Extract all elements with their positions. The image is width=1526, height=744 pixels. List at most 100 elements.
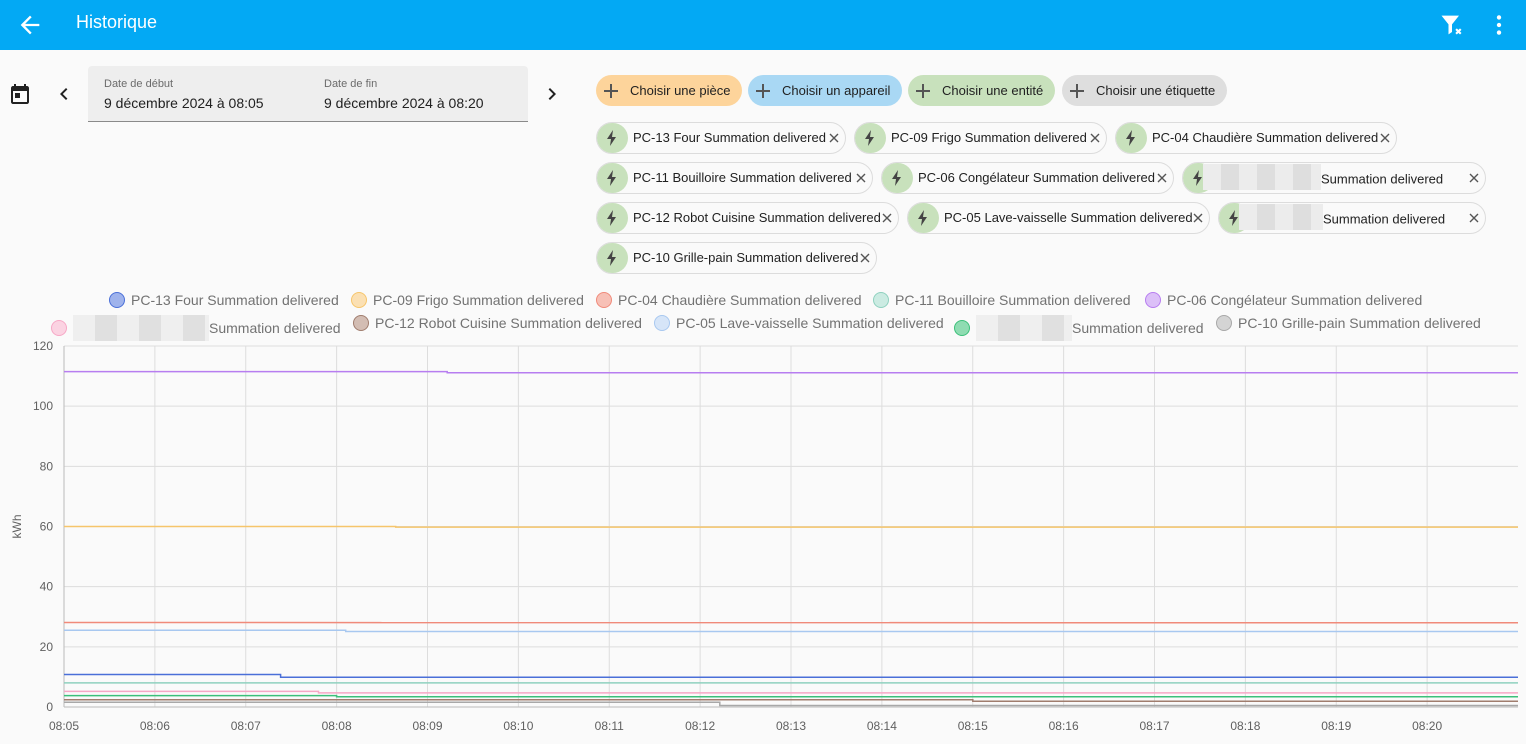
legend-label: Summation delivered bbox=[1072, 320, 1204, 336]
choose-device-button[interactable]: Choisir un appareil bbox=[748, 75, 903, 106]
y-tick-label: 80 bbox=[40, 459, 54, 473]
series-line bbox=[64, 629, 1518, 633]
legend-label: PC-06 Congélateur Summation delivered bbox=[1167, 292, 1423, 308]
redacted-name bbox=[976, 315, 1072, 341]
legend-label: PC-04 Chaudière Summation delivered bbox=[618, 292, 862, 308]
legend-item[interactable]: PC-09 Frigo Summation delivered bbox=[351, 292, 584, 308]
legend-item[interactable]: Summation delivered bbox=[954, 315, 1204, 341]
arrow-left-icon[interactable] bbox=[16, 11, 44, 39]
y-tick-label: 120 bbox=[33, 339, 53, 353]
y-tick-label: 100 bbox=[33, 399, 53, 413]
entity-chip[interactable]: PC-12 Robot Cuisine Summation delivered bbox=[596, 202, 899, 234]
y-axis-label: kWh bbox=[10, 515, 24, 539]
legend-item[interactable]: PC-11 Bouilloire Summation delivered bbox=[873, 292, 1131, 308]
legend-item[interactable]: PC-06 Congélateur Summation delivered bbox=[1145, 292, 1422, 308]
entity-chip[interactable]: PC-05 Lave-vaisselle Summation delivered bbox=[907, 202, 1210, 234]
plus-icon bbox=[756, 83, 770, 98]
entity-chip[interactable]: PC-10 Grille-pain Summation delivered bbox=[596, 242, 877, 274]
plus-icon bbox=[604, 83, 618, 98]
legend-item[interactable]: Summation delivered bbox=[51, 315, 341, 341]
close-icon[interactable] bbox=[1467, 171, 1481, 185]
choose-entity-button[interactable]: Choisir une entité bbox=[908, 75, 1056, 106]
flash-icon bbox=[882, 163, 913, 193]
end-date-label: Date de fin bbox=[324, 78, 378, 90]
y-tick-label: 20 bbox=[40, 640, 54, 654]
x-tick-label: 08:11 bbox=[595, 719, 624, 733]
calendar-icon[interactable] bbox=[8, 82, 32, 106]
entity-chip[interactable]: PC-13 Four Summation delivered bbox=[596, 122, 846, 154]
legend-label: Summation delivered bbox=[209, 320, 341, 336]
legend-item[interactable]: PC-12 Robot Cuisine Summation delivered bbox=[353, 315, 642, 331]
flash-icon bbox=[597, 123, 628, 153]
x-tick-label: 08:16 bbox=[1049, 719, 1079, 733]
legend-swatch bbox=[596, 292, 612, 308]
legend-swatch bbox=[1216, 315, 1232, 331]
flash-icon bbox=[1116, 123, 1147, 153]
close-icon[interactable] bbox=[1378, 131, 1392, 145]
entity-chip-label: PC-05 Lave-vaisselle Summation delivered bbox=[944, 210, 1193, 225]
choose-area-button[interactable]: Choisir une pièce bbox=[596, 75, 743, 106]
x-tick-label: 08:14 bbox=[867, 719, 897, 733]
start-date-value: 9 décembre 2024 à 08:05 bbox=[104, 95, 264, 111]
choose-label-button[interactable]: Choisir une étiquette bbox=[1062, 75, 1228, 106]
legend-item[interactable]: PC-13 Four Summation delivered bbox=[109, 292, 339, 308]
entity-chip[interactable]: PC-04 Chaudière Summation delivered bbox=[1115, 122, 1397, 154]
legend-swatch bbox=[1145, 292, 1161, 308]
start-date-field[interactable]: Date de début 9 décembre 2024 à 08:05 bbox=[104, 78, 264, 112]
date-range-picker[interactable]: Date de début 9 décembre 2024 à 08:05 Da… bbox=[88, 66, 528, 122]
entity-chip[interactable]: Summation delivered bbox=[1182, 162, 1486, 194]
series-line bbox=[64, 370, 1518, 374]
flash-icon bbox=[908, 203, 939, 233]
entity-chip-label: PC-09 Frigo Summation delivered bbox=[891, 130, 1087, 145]
app-bar: Historique bbox=[0, 0, 1526, 50]
plus-icon bbox=[916, 83, 930, 98]
entity-chip-label: PC-04 Chaudière Summation delivered bbox=[1152, 130, 1379, 145]
legend-item[interactable]: PC-10 Grille-pain Summation delivered bbox=[1216, 315, 1481, 331]
entity-chip[interactable]: PC-09 Frigo Summation delivered bbox=[854, 122, 1107, 154]
legend-label: PC-09 Frigo Summation delivered bbox=[373, 292, 584, 308]
x-tick-label: 08:15 bbox=[958, 719, 988, 733]
flash-icon bbox=[597, 203, 628, 233]
chevron-right-icon[interactable] bbox=[540, 82, 564, 106]
legend-item[interactable]: PC-04 Chaudière Summation delivered bbox=[596, 292, 862, 308]
series-line bbox=[64, 673, 1518, 678]
legend-swatch bbox=[654, 315, 670, 331]
entity-chip[interactable]: Summation delivered bbox=[1218, 202, 1486, 234]
y-tick-label: 40 bbox=[40, 580, 54, 594]
entity-chip[interactable]: PC-06 Congélateur Summation delivered bbox=[881, 162, 1174, 194]
redacted-name bbox=[1203, 164, 1321, 190]
x-tick-label: 08:18 bbox=[1230, 719, 1260, 733]
series-line bbox=[64, 525, 1518, 528]
page-title: Historique bbox=[76, 12, 158, 32]
end-date-value: 9 décembre 2024 à 08:20 bbox=[324, 95, 484, 111]
entity-chip-label: PC-10 Grille-pain Summation delivered bbox=[633, 250, 859, 265]
close-icon[interactable] bbox=[854, 171, 868, 185]
entity-chip-label: Summation delivered bbox=[1239, 204, 1445, 230]
x-tick-label: 08:17 bbox=[1139, 719, 1169, 733]
plus-icon bbox=[1070, 83, 1084, 98]
dots-vertical-icon[interactable] bbox=[1486, 11, 1512, 39]
series-line bbox=[64, 690, 1518, 694]
close-icon[interactable] bbox=[1467, 211, 1481, 225]
entity-chip[interactable]: PC-11 Bouilloire Summation delivered bbox=[596, 162, 873, 194]
legend-swatch bbox=[353, 315, 369, 331]
x-tick-label: 08:05 bbox=[49, 719, 79, 733]
entity-chip-label: Summation delivered bbox=[1203, 164, 1443, 190]
close-icon[interactable] bbox=[1155, 171, 1169, 185]
x-tick-label: 08:20 bbox=[1412, 719, 1442, 733]
flash-icon bbox=[597, 243, 628, 273]
x-tick-label: 08:12 bbox=[685, 719, 715, 733]
history-line-chart: 0 20 40 60 80 100 120 08:05 08:06 08:07 08:08 08:09… bbox=[10, 339, 1519, 733]
close-icon[interactable] bbox=[858, 251, 872, 265]
end-date-field[interactable]: Date de fin 9 décembre 2024 à 08:20 bbox=[324, 78, 484, 112]
close-icon[interactable] bbox=[1088, 131, 1102, 145]
filter-remove-icon[interactable] bbox=[1438, 11, 1466, 39]
chevron-left-icon[interactable] bbox=[52, 82, 76, 106]
x-tick-label: 08:19 bbox=[1321, 719, 1351, 733]
legend-item[interactable]: PC-05 Lave-vaisselle Summation delivered bbox=[654, 315, 944, 331]
close-icon[interactable] bbox=[880, 211, 894, 225]
close-icon[interactable] bbox=[1191, 211, 1205, 225]
close-icon[interactable] bbox=[827, 131, 841, 145]
choose-device-label: Choisir un appareil bbox=[782, 83, 891, 98]
legend-label: PC-13 Four Summation delivered bbox=[131, 292, 339, 308]
